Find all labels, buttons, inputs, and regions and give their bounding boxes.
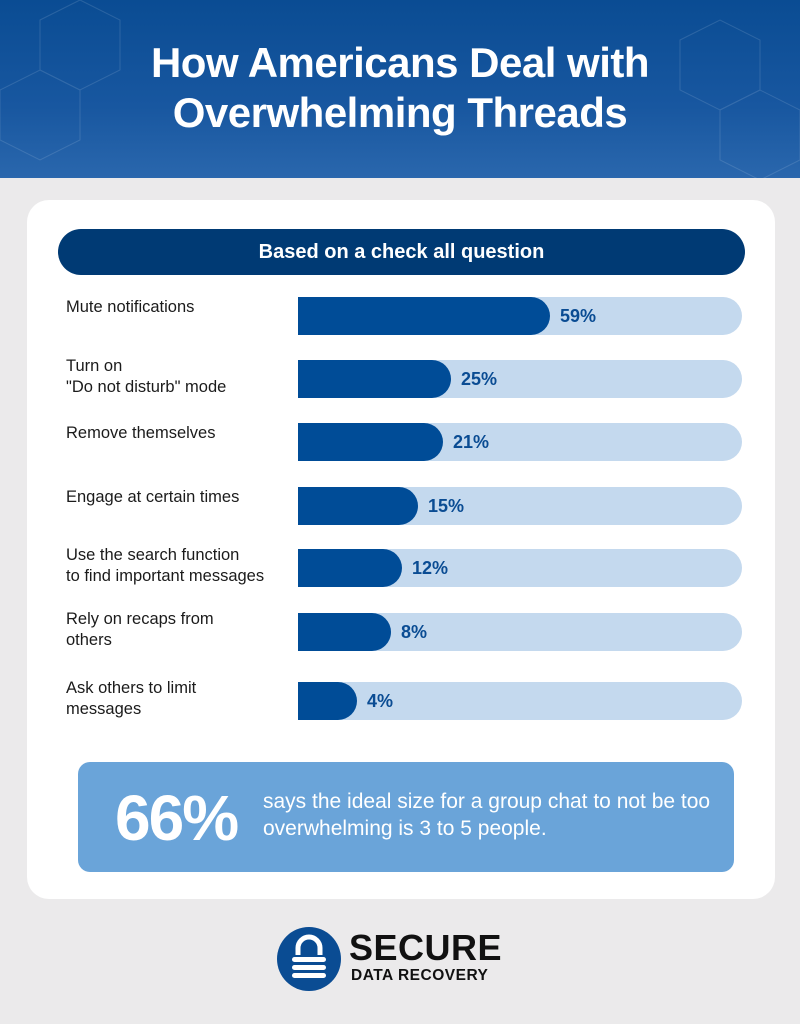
bar-fill (298, 487, 418, 525)
bar-track: 15% (298, 487, 742, 525)
bar-value: 12% (412, 558, 449, 578)
bar-value: 8% (401, 622, 428, 642)
bar-value: 21% (453, 432, 490, 452)
bar-track: 4% (298, 682, 742, 720)
chart-card: Based on a check all question Mute notif… (27, 200, 775, 899)
bar-label-line: Rely on recaps from (66, 610, 214, 628)
bar-fill (298, 423, 443, 461)
bar-fill (298, 549, 402, 587)
bar-label-line: Turn on (66, 357, 123, 375)
bar-label-line: messages (66, 700, 142, 718)
bar-label-line: to find important messages (66, 567, 265, 585)
bar-value: 15% (428, 496, 465, 516)
bar-track: 8% (298, 613, 742, 651)
bar-track: 12% (298, 549, 742, 587)
bar-label: Rely on recaps from others (66, 609, 306, 651)
bar-value: 4% (367, 691, 394, 711)
header-banner: How Americans Deal with Overwhelming Thr… (0, 0, 800, 178)
bar-label: Remove themselves (66, 423, 306, 444)
hexagon-pattern (0, 0, 800, 178)
bar-label: Mute notifications (66, 297, 306, 318)
page-title: How Americans Deal with Overwhelming Thr… (0, 38, 800, 138)
bar-track: 25% (298, 360, 742, 398)
secure-data-recovery-logo: SECURE DATA RECOVERY (277, 925, 527, 995)
bar-track: 59% (298, 297, 742, 335)
logo-subtitle: DATA RECOVERY (351, 967, 489, 984)
bar-label: Use the search function to find important… (66, 545, 306, 587)
callout-stat: 66% (115, 782, 239, 854)
title-line-1: How Americans Deal with (150, 39, 650, 86)
bar-fill (298, 360, 451, 398)
bar-label: Turn on "Do not disturb" mode (66, 356, 306, 398)
bar-label-line: Engage at certain times (66, 488, 240, 506)
bar-label-line: Mute notifications (66, 298, 195, 316)
bar-label: Ask others to limit messages (66, 678, 306, 720)
callout-text: says the ideal size for a group chat to … (263, 790, 711, 840)
bar-label-line: Remove themselves (66, 424, 216, 442)
bar-label-line: Use the search function (66, 546, 240, 564)
bar-label-line: "Do not disturb" mode (66, 378, 227, 396)
logo-wordmark: SECURE (349, 927, 503, 968)
subtitle-pill: Based on a check all question (58, 229, 745, 275)
bar-label: Engage at certain times (66, 487, 306, 508)
padlock-icon (277, 927, 341, 991)
bar-value: 25% (461, 369, 498, 389)
bar-track: 21% (298, 423, 742, 461)
bar-value: 59% (560, 306, 597, 326)
bar-label-line: others (66, 631, 112, 649)
bar-fill (298, 613, 391, 651)
title-line-2: Overwhelming Threads (172, 89, 628, 136)
bar-fill (298, 297, 550, 335)
bar-label-line: Ask others to limit (66, 679, 197, 697)
bar-fill (298, 682, 357, 720)
callout-box: 66% says the ideal size for a group chat… (78, 762, 734, 872)
